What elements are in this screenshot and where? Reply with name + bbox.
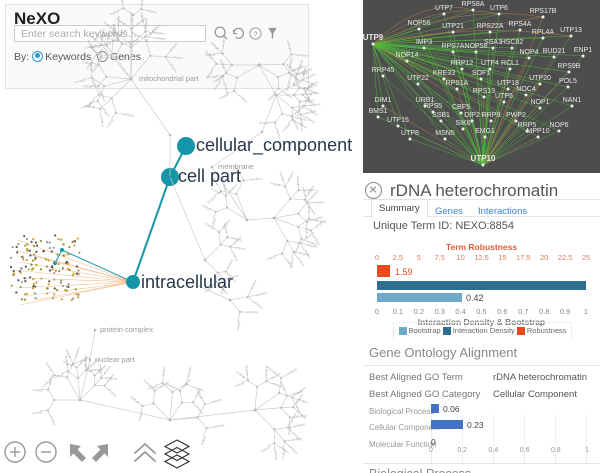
svg-text:acgeos: acgeos	[239, 94, 249, 104]
svg-text:acgeos: acgeos	[269, 181, 280, 188]
svg-text:acgeos: acgeos	[119, 0, 124, 3]
svg-text:acgeos: acgeos	[98, 48, 104, 59]
svg-text:acgeos: acgeos	[53, 373, 64, 380]
svg-text:acgeos: acgeos	[250, 279, 258, 290]
svg-text:acgeos: acgeos	[49, 415, 56, 426]
svg-text:acgeos: acgeos	[289, 445, 299, 455]
svg-text:acgeos: acgeos	[287, 425, 292, 436]
svg-text:acgeos: acgeos	[235, 370, 245, 380]
svg-text:acgeos: acgeos	[218, 93, 229, 101]
svg-text:acgeos: acgeos	[209, 40, 219, 50]
svg-text:acgeos: acgeos	[287, 366, 298, 375]
svg-text:acgeos: acgeos	[254, 301, 264, 311]
svg-text:acgeos: acgeos	[244, 365, 249, 376]
svg-text:acgeos: acgeos	[258, 121, 268, 126]
svg-text:acgeos: acgeos	[307, 202, 311, 212]
svg-text:acgeos: acgeos	[234, 382, 245, 389]
svg-text:acgeos: acgeos	[108, 388, 118, 398]
svg-text:acgeos: acgeos	[109, 10, 120, 17]
svg-text:acgeos: acgeos	[310, 102, 320, 107]
svg-text:acgeos: acgeos	[252, 176, 262, 181]
svg-text:acgeos: acgeos	[44, 361, 53, 372]
svg-text:acgeos: acgeos	[85, 45, 95, 50]
svg-text:acgeos: acgeos	[139, 0, 144, 5]
svg-text:acgeos: acgeos	[129, 11, 133, 21]
svg-text:acgeos: acgeos	[100, 117, 105, 127]
svg-text:acgeos: acgeos	[248, 310, 258, 314]
svg-text:acgeos: acgeos	[224, 83, 229, 94]
svg-text:acgeos: acgeos	[105, 118, 114, 129]
svg-text:acgeos: acgeos	[82, 85, 92, 90]
svg-text:acgeos: acgeos	[200, 435, 207, 446]
svg-text:acgeos: acgeos	[295, 422, 306, 428]
svg-text:acgeos: acgeos	[129, 395, 139, 405]
svg-text:acgeos: acgeos	[124, 112, 135, 118]
svg-text:acgeos: acgeos	[221, 36, 226, 47]
svg-text:acgeos: acgeos	[186, 366, 193, 377]
svg-text:acgeos: acgeos	[226, 258, 235, 269]
svg-text:acgeos: acgeos	[100, 92, 107, 103]
svg-text:acgeos: acgeos	[257, 291, 268, 297]
svg-text:acgeos: acgeos	[169, 41, 179, 51]
svg-text:acgeos: acgeos	[212, 397, 223, 404]
svg-text:acgeos: acgeos	[266, 255, 277, 262]
svg-text:acgeos: acgeos	[174, 55, 185, 60]
svg-text:acgeos: acgeos	[266, 93, 276, 103]
svg-text:acgeos: acgeos	[147, 8, 158, 15]
svg-text:acgeos: acgeos	[32, 388, 42, 393]
svg-text:acgeos: acgeos	[306, 116, 317, 125]
svg-text:acgeos: acgeos	[31, 411, 42, 416]
svg-text:acgeos: acgeos	[215, 423, 226, 428]
svg-text:acgeos: acgeos	[297, 257, 306, 268]
svg-text:acgeos: acgeos	[100, 34, 110, 39]
svg-text:acgeos: acgeos	[205, 53, 215, 57]
svg-text:acgeos: acgeos	[316, 200, 326, 204]
svg-text:acgeos: acgeos	[74, 79, 85, 85]
svg-text:acgeos: acgeos	[298, 53, 309, 58]
svg-text:acgeos: acgeos	[83, 355, 87, 365]
svg-text:acgeos: acgeos	[156, 36, 167, 41]
svg-text:acgeos: acgeos	[274, 450, 278, 460]
svg-text:acgeos: acgeos	[292, 436, 303, 441]
svg-text:acgeos: acgeos	[218, 58, 225, 69]
svg-text:acgeos: acgeos	[161, 366, 166, 377]
svg-text:acgeos: acgeos	[285, 39, 291, 50]
svg-text:acgeos: acgeos	[74, 346, 81, 357]
svg-text:acgeos: acgeos	[278, 170, 285, 181]
svg-text:acgeos: acgeos	[182, 378, 192, 388]
svg-text:acgeos: acgeos	[260, 446, 271, 454]
svg-text:acgeos: acgeos	[281, 123, 291, 133]
svg-text:acgeos: acgeos	[287, 170, 295, 181]
svg-text:acgeos: acgeos	[170, 63, 179, 74]
svg-text:acgeos: acgeos	[295, 175, 299, 185]
svg-text:acgeos: acgeos	[236, 321, 242, 332]
svg-text:acgeos: acgeos	[210, 187, 221, 195]
svg-text:acgeos: acgeos	[206, 196, 217, 205]
svg-text:acgeos: acgeos	[41, 379, 51, 388]
svg-text:acgeos: acgeos	[118, 27, 128, 36]
svg-text:acgeos: acgeos	[236, 245, 247, 251]
